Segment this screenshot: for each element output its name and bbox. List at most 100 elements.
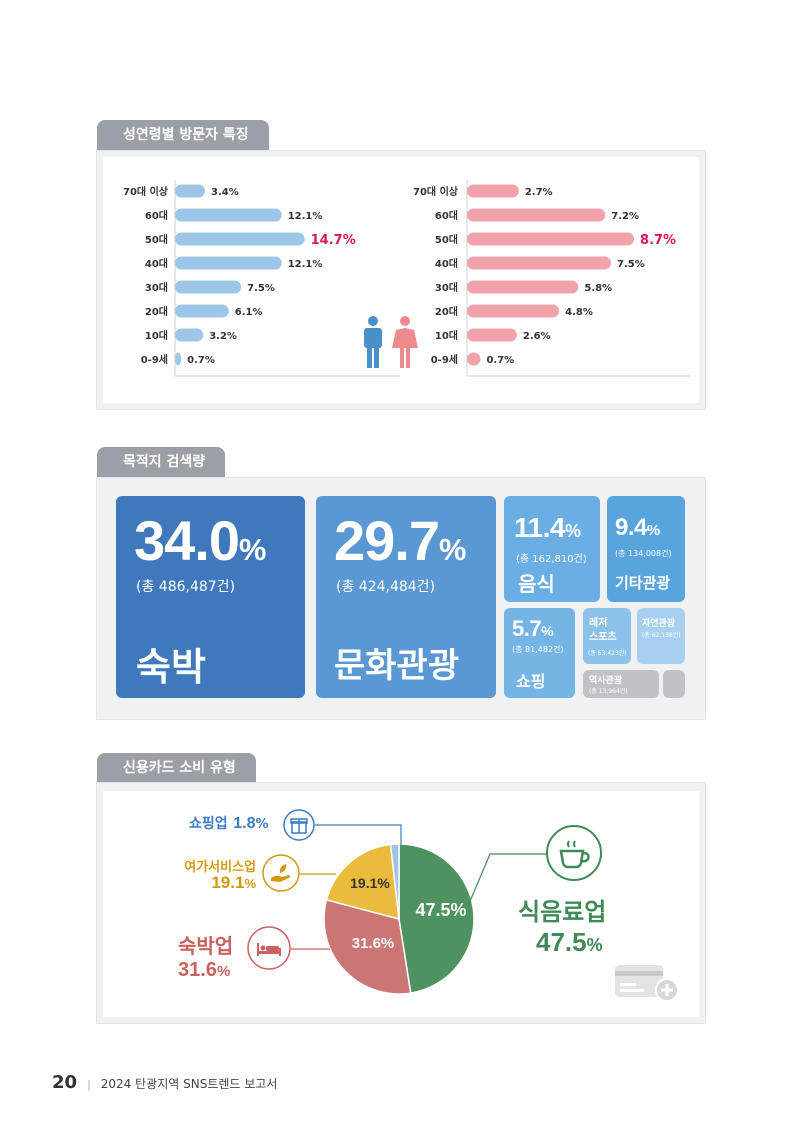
tile-accommodation-name: 숙박 — [136, 645, 206, 689]
male-category-label: 30대 — [145, 281, 168, 294]
tile-accommodation-count: (총 486,487건) — [136, 579, 236, 595]
pie-slice-shopping — [389, 843, 400, 920]
tile-leisure-name1: 레저 — [589, 618, 608, 629]
male-value-label: 14.7% — [311, 233, 356, 248]
pie-label-leisure: 19.1% — [350, 875, 390, 891]
tile-other-pct: 9.4% — [615, 514, 661, 541]
tile-shopping-count: (총 81,482건) — [512, 645, 564, 654]
tile-leisure-name2: 스포츠 — [589, 632, 617, 643]
male-bar — [175, 208, 282, 222]
page-footer: 20 | 2024 탄광지역 SNS트렌드 보고서 — [52, 1072, 277, 1093]
tile-culture-count: (총 424,484건) — [336, 579, 436, 595]
male-icon — [364, 316, 382, 368]
gift-icon — [283, 809, 315, 841]
tile-nature-count: (총 62,138건) — [642, 632, 681, 639]
male-bar — [175, 304, 229, 318]
female-category-label: 10대 — [435, 329, 458, 342]
female-category-label: 50대 — [435, 233, 458, 246]
leader-line-food — [467, 853, 546, 907]
section-title-card: 신용카드 소비 유형 — [97, 753, 256, 783]
female-category-label: 30대 — [435, 281, 458, 294]
female-bar — [467, 184, 519, 198]
male-value-label: 12.1% — [288, 211, 323, 222]
female-bar — [467, 352, 481, 366]
coffee-cup-icon — [546, 825, 602, 881]
card-label-lodging: 숙박업 31.6% — [178, 934, 234, 981]
tile-culture: 29.7% (총 424,484건) 문화관광 — [316, 496, 496, 698]
tile-culture-name: 문화관광 — [334, 646, 460, 686]
tile-food-name: 음식 — [518, 572, 555, 596]
female-bar — [467, 208, 606, 222]
female-value-label: 5.8% — [584, 283, 612, 294]
report-title: 2024 탄광지역 SNS트렌드 보고서 — [100, 1077, 278, 1091]
female-age-bar-chart: 70대 이상 2.7% 60대 7.2% 50대 8.7% 40대 7.5% 30대 5.8% 20… — [413, 180, 690, 377]
male-category-label: 10대 — [145, 329, 168, 342]
tile-food: 11.4% (총 162,810건) 음식 — [504, 496, 600, 602]
tile-leisure-count: (총 63,423건) — [588, 650, 627, 657]
tile-shopping: 5.7% (총 81,482건) 쇼핑 — [504, 608, 575, 698]
male-bar — [175, 328, 204, 342]
female-bar — [467, 280, 579, 294]
female-value-label: 2.7% — [525, 187, 553, 198]
footer-divider: | — [87, 1078, 91, 1091]
female-value-label: 7.2% — [611, 211, 639, 222]
male-category-label: 20대 — [145, 305, 168, 318]
male-bar — [175, 184, 205, 198]
female-value-label: 2.6% — [523, 331, 551, 342]
section-title-gender-age: 성연령별 방문자 특징 — [97, 120, 269, 150]
female-category-label: 60대 — [435, 209, 458, 222]
female-value-label: 0.7% — [486, 355, 514, 366]
leader-line-shopping — [315, 824, 402, 845]
section-title-search: 목적지 검색량 — [97, 447, 226, 477]
tile-leisure-sports: 레저 스포츠 (총 63,423건) — [583, 608, 631, 664]
tile-food-count: (총 162,810건) — [516, 554, 587, 565]
female-category-label: 70대 이상 — [413, 185, 459, 198]
pie-slice-food — [398, 843, 475, 994]
male-value-label: 3.2% — [209, 331, 237, 342]
card-label-leisure: 여가서비스업 19.1% — [184, 860, 256, 892]
female-bar — [467, 232, 635, 246]
male-value-label: 7.5% — [247, 283, 275, 294]
female-bar — [467, 256, 611, 270]
pie-label-lodging: 31.6% — [352, 935, 395, 952]
tile-other: 9.4% (총 134,008건) 기타관광 — [607, 496, 685, 602]
tile-shopping-name: 쇼핑 — [516, 672, 546, 691]
tile-history-name: 역사관광 — [589, 676, 623, 686]
male-category-label: 70대 이상 — [123, 185, 169, 198]
card-label-food: 식음료업 47.5% — [518, 898, 607, 957]
male-category-label: 50대 — [145, 233, 168, 246]
female-category-label: 40대 — [435, 257, 458, 270]
male-category-label: 0-9세 — [141, 353, 168, 366]
pie-label-food: 47.5% — [415, 900, 466, 920]
male-value-label: 6.1% — [235, 307, 263, 318]
tile-nature-name: 자연관광 — [642, 619, 676, 629]
female-category-label: 20대 — [435, 305, 458, 318]
female-value-label: 4.8% — [565, 307, 593, 318]
tile-nature: 자연관광 (총 62,138건) — [637, 608, 685, 664]
card-spending-pie-chart: 47.5% 31.6% 19.1% — [291, 824, 546, 995]
tile-history: 역사관광 (총 13,964건) — [583, 670, 659, 698]
tile-accommodation-pct: 34.0% — [134, 509, 267, 572]
female-value-label: 7.5% — [617, 259, 645, 270]
male-value-label: 3.4% — [211, 187, 239, 198]
male-category-label: 40대 — [145, 257, 168, 270]
tile-accommodation: 34.0% (총 486,487건) 숙박 — [116, 496, 305, 698]
male-age-bar-chart: 70대 이상 3.4% 60대 12.1% 50대 14.7% 40대 12.1% 30대 7.5… — [123, 180, 400, 377]
female-category-label: 0-9세 — [431, 353, 458, 366]
tile-other-count: (총 134,008건) — [615, 549, 672, 558]
pie-slice-lodging — [323, 898, 412, 995]
male-bar — [175, 256, 282, 270]
male-bar — [175, 280, 242, 294]
tile-shopping-pct: 5.7% — [512, 616, 554, 641]
tile-food-pct: 11.4% — [514, 512, 581, 543]
female-value-label: 8.7% — [640, 233, 676, 248]
male-bar — [175, 232, 305, 246]
female-bar — [467, 304, 560, 318]
tile-history-count: (총 13,964건) — [589, 688, 628, 695]
pie-slice-leisure — [325, 843, 400, 921]
female-bar — [467, 328, 517, 342]
male-category-label: 60대 — [145, 209, 168, 222]
tile-other-name: 기타관광 — [615, 574, 671, 592]
credit-card-icon — [615, 965, 679, 1002]
hand-leaf-icon — [262, 854, 300, 892]
